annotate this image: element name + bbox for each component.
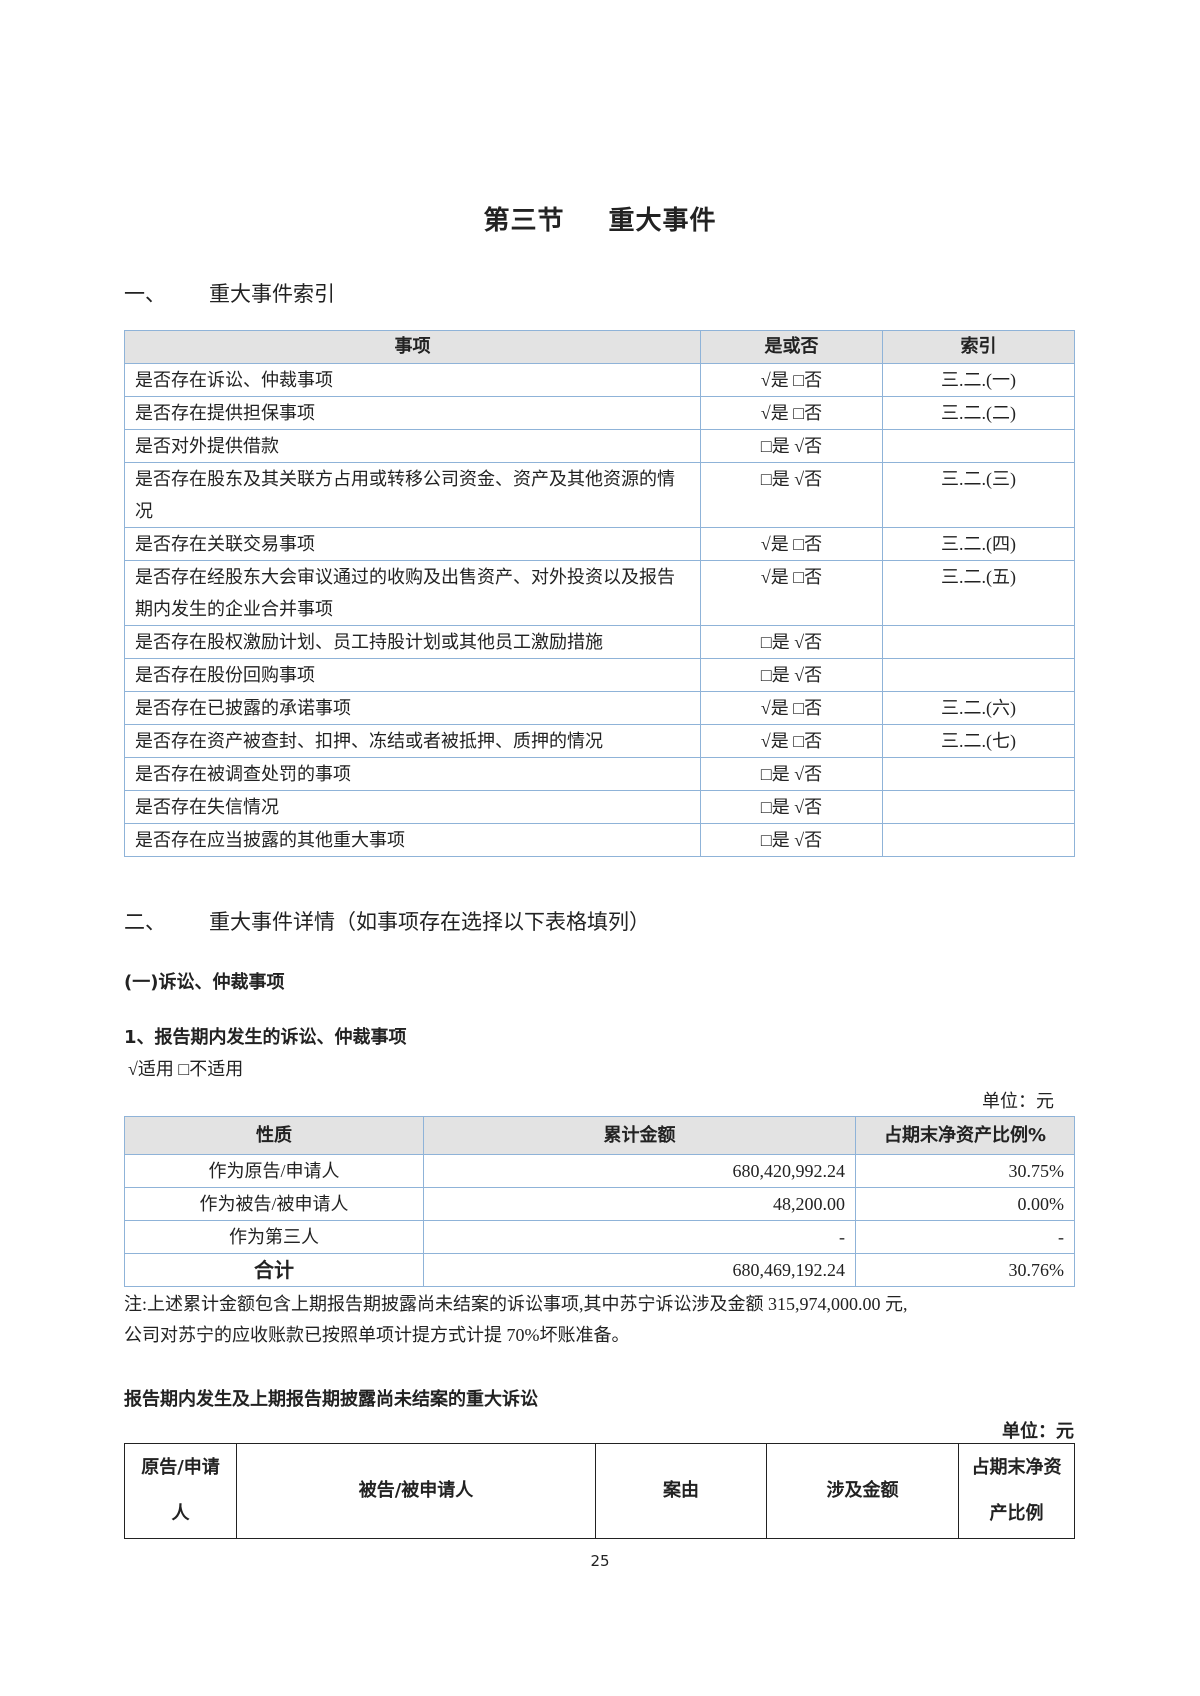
table-row: 是否存在股份回购事项 □是 √否	[124, 658, 1075, 692]
heading-number: 一、	[124, 282, 166, 306]
subheading-period-litigation: 1、报告期内发生的诉讼、仲裁事项	[124, 1027, 407, 1048]
table-row: 是否存在经股东大会审议通过的收购及出售资产、对外投资以及报告期内发生的企业合并事…	[124, 560, 1075, 626]
table-row: 作为第三人 - -	[124, 1220, 1075, 1254]
col-header-plaintiff: 原告/申请人	[124, 1443, 237, 1539]
section-number: 第三节	[483, 206, 565, 236]
yesno-cell: √是 □否	[700, 363, 883, 397]
index-cell	[882, 790, 1075, 824]
item-cell: 是否存在诉讼、仲裁事项	[124, 363, 701, 397]
table-row: 是否存在诉讼、仲裁事项 √是 □否 三.二.(一)	[124, 363, 1075, 397]
yesno-cell: □是 √否	[700, 823, 883, 857]
col-header-index: 索引	[882, 330, 1075, 364]
yesno-cell: √是 □否	[700, 527, 883, 561]
amount-cell: 680,469,192.24	[423, 1253, 856, 1287]
index-cell: 三.二.(七)	[882, 724, 1075, 758]
table-row: 是否存在股东及其关联方占用或转移公司资金、资产及其他资源的情况 □是 √否 三.二.…	[124, 462, 1075, 528]
item-cell: 是否存在资产被查封、扣押、冻结或者被抵押、质押的情况	[124, 724, 701, 758]
yesno-cell: □是 √否	[700, 658, 883, 692]
col-header-yesno: 是或否	[700, 330, 883, 364]
col-header-nature: 性质	[124, 1116, 424, 1155]
col-header-item: 事项	[124, 330, 701, 364]
amount-cell: 680,420,992.24	[423, 1154, 856, 1188]
index-cell	[882, 625, 1075, 659]
item-cell: 是否存在已披露的承诺事项	[124, 691, 701, 725]
index-cell: 三.二.(六)	[882, 691, 1075, 725]
yesno-cell: √是 □否	[700, 560, 883, 626]
index-cell	[882, 757, 1075, 791]
yesno-cell: □是 √否	[700, 757, 883, 791]
col-header-amount: 涉及金额	[766, 1443, 959, 1539]
yesno-cell: □是 √否	[700, 462, 883, 528]
amount-cell: -	[423, 1220, 856, 1254]
heading-text: 重大事件索引	[209, 282, 335, 306]
item-cell: 是否存在被调查处罚的事项	[124, 757, 701, 791]
ratio-cell: 30.75%	[855, 1154, 1075, 1188]
item-cell: 是否存在股份回购事项	[124, 658, 701, 692]
col-header-defendant: 被告/被申请人	[236, 1443, 596, 1539]
section-title: 第三节 重大事件	[0, 200, 1200, 237]
item-cell: 是否存在经股东大会审议通过的收购及出售资产、对外投资以及报告期内发生的企业合并事…	[124, 560, 701, 626]
table-row: 是否存在失信情况 □是 √否	[124, 790, 1075, 824]
unit-label: 单位：元	[1002, 1421, 1074, 1442]
table-row: 是否存在资产被查封、扣押、冻结或者被抵押、质押的情况 √是 □否 三.二.(七)	[124, 724, 1075, 758]
applicable-checkbox: √适用 □不适用	[128, 1059, 244, 1079]
table-row: 作为原告/申请人 680,420,992.24 30.75%	[124, 1154, 1075, 1188]
heading-number: 二、	[124, 910, 166, 934]
table-row: 是否存在提供担保事项 √是 □否 三.二.(二)	[124, 396, 1075, 430]
col-header-amount: 累计金额	[423, 1116, 856, 1155]
ratio-cell: 30.76%	[855, 1253, 1075, 1287]
table-row: 是否存在关联交易事项 √是 □否 三.二.(四)	[124, 527, 1075, 561]
table-row: 是否存在被调查处罚的事项 □是 √否	[124, 757, 1075, 791]
section-name: 重大事件	[608, 206, 717, 236]
item-cell: 是否存在提供担保事项	[124, 396, 701, 430]
yesno-cell: □是 √否	[700, 429, 883, 463]
table-row: 合计 680,469,192.24 30.76%	[124, 1253, 1075, 1287]
ratio-cell: 0.00%	[855, 1187, 1075, 1221]
nature-cell: 作为第三人	[124, 1220, 424, 1254]
amount-cell: 48,200.00	[423, 1187, 856, 1221]
col-header-ratio: 占期末净资产比例%	[855, 1116, 1075, 1155]
litigation-table: 性质 累计金额 占期末净资产比例% 作为原告/申请人 680,420,992.24…	[124, 1116, 1075, 1287]
col-header-ratio: 占期末净资产比例	[958, 1443, 1075, 1539]
table-row: 是否存在已披露的承诺事项 √是 □否 三.二.(六)	[124, 691, 1075, 725]
item-cell: 是否对外提供借款	[124, 429, 701, 463]
subheading-litigation: (一)诉讼、仲裁事项	[124, 972, 285, 993]
index-table: 事项 是或否 索引 是否存在诉讼、仲裁事项 √是 □否 三.二.(一) 是否存在提供担…	[124, 330, 1075, 857]
note-line: 注:上述累计金额包含上期报告期披露尚未结案的诉讼事项,其中苏宁诉讼涉及金额 31…	[124, 1294, 908, 1314]
heading-text: 重大事件详情（如事项存在选择以下表格填列）	[209, 910, 650, 934]
yesno-cell: √是 □否	[700, 691, 883, 725]
ratio-cell: -	[855, 1220, 1075, 1254]
item-cell: 是否存在关联交易事项	[124, 527, 701, 561]
table-row: 作为被告/被申请人 48,200.00 0.00%	[124, 1187, 1075, 1221]
item-cell: 是否存在应当披露的其他重大事项	[124, 823, 701, 857]
index-cell: 三.二.(三)	[882, 462, 1075, 528]
major-litigation-table: 原告/申请人 被告/被申请人 案由 涉及金额 占期末净资产比例	[124, 1443, 1075, 1539]
index-cell: 三.二.(五)	[882, 560, 1075, 626]
index-cell: 三.二.(一)	[882, 363, 1075, 397]
table-row: 是否对外提供借款 □是 √否	[124, 429, 1075, 463]
table-row: 是否存在股权激励计划、员工持股计划或其他员工激励措施 □是 √否	[124, 625, 1075, 659]
item-cell: 是否存在失信情况	[124, 790, 701, 824]
item-cell: 是否存在股权激励计划、员工持股计划或其他员工激励措施	[124, 625, 701, 659]
nature-cell: 作为被告/被申请人	[124, 1187, 424, 1221]
nature-cell: 合计	[124, 1253, 424, 1287]
index-cell	[882, 429, 1075, 463]
yesno-cell: □是 √否	[700, 790, 883, 824]
index-cell	[882, 658, 1075, 692]
yesno-cell: □是 √否	[700, 625, 883, 659]
unit-label: 单位：元	[982, 1091, 1054, 1111]
table-row: 是否存在应当披露的其他重大事项 □是 √否	[124, 823, 1075, 857]
page-number: 25	[590, 1552, 610, 1570]
index-cell	[882, 823, 1075, 857]
yesno-cell: √是 □否	[700, 396, 883, 430]
note-line: 公司对苏宁的应收账款已按照单项计提方式计提 70%坏账准备。	[124, 1325, 630, 1345]
index-cell: 三.二.(二)	[882, 396, 1075, 430]
item-cell: 是否存在股东及其关联方占用或转移公司资金、资产及其他资源的情况	[124, 462, 701, 528]
index-cell: 三.二.(四)	[882, 527, 1075, 561]
nature-cell: 作为原告/申请人	[124, 1154, 424, 1188]
yesno-cell: √是 □否	[700, 724, 883, 758]
subheading-major-litigation: 报告期内发生及上期报告期披露尚未结案的重大诉讼	[124, 1389, 538, 1410]
col-header-cause: 案由	[595, 1443, 767, 1539]
